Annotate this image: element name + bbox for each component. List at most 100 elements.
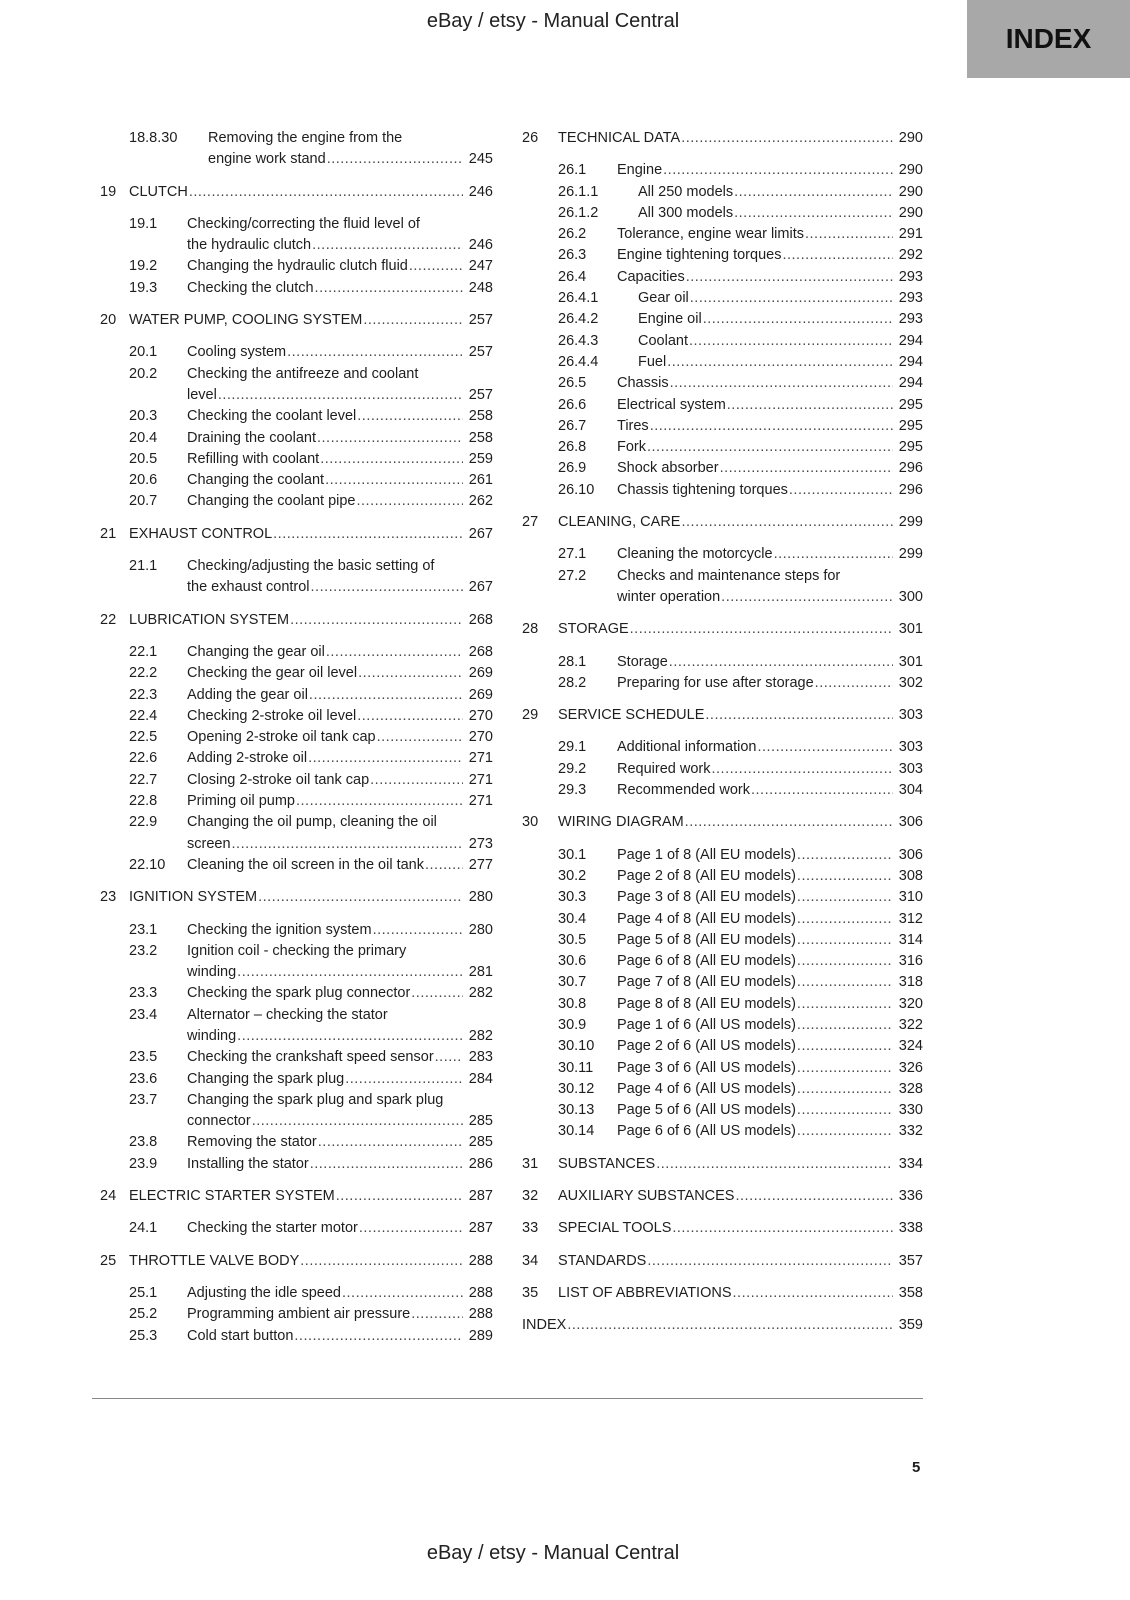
toc-entry[interactable]: 29.3 Recommended work 304 xyxy=(522,780,923,801)
toc-entry[interactable]: 29 SERVICE SCHEDULE 303 xyxy=(522,705,923,726)
toc-entry[interactable]: 30.14 Page 6 of 6 (All US models) 332 xyxy=(522,1121,923,1142)
toc-entry[interactable]: 28.1 Storage 301 xyxy=(522,652,923,673)
toc-entry[interactable]: 23.7 Changing the spark plug and spark pl… xyxy=(100,1090,493,1133)
toc-entry[interactable]: 35 LIST OF ABBREVIATIONS 358 xyxy=(522,1283,923,1304)
toc-entry[interactable]: 26.4.2 Engine oil 293 xyxy=(522,309,923,330)
toc-entry[interactable]: 30.8 Page 8 of 8 (All EU models) 320 xyxy=(522,994,923,1015)
toc-entry-number: 30.5 xyxy=(558,931,587,948)
toc-entry[interactable]: 23.8 Removing the stator 285 xyxy=(100,1132,493,1153)
toc-entry[interactable]: 20.1 Cooling system 257 xyxy=(100,342,493,363)
toc-entry[interactable]: 27.1 Cleaning the motorcycle 299 xyxy=(522,544,923,565)
toc-entry[interactable]: 23.5 Checking the crankshaft speed sensor… xyxy=(100,1047,493,1068)
toc-entry[interactable]: 27 CLEANING, CARE 299 xyxy=(522,512,923,533)
toc-entry[interactable]: 19.3 Checking the clutch 248 xyxy=(100,278,493,299)
toc-entry[interactable]: 21 EXHAUST CONTROL 267 xyxy=(100,524,493,545)
toc-entry[interactable]: 23.3 Checking the spark plug connector 282 xyxy=(100,983,493,1004)
toc-entry[interactable]: 26.1.2 All 300 models 290 xyxy=(522,203,923,224)
toc-entry[interactable]: 26.4.1 Gear oil 293 xyxy=(522,288,923,309)
toc-entry[interactable]: 25 THROTTLE VALVE BODY 288 xyxy=(100,1251,493,1272)
toc-entry[interactable]: 23 IGNITION SYSTEM 280 xyxy=(100,887,493,908)
toc-entry[interactable]: 19.1 Checking/correcting the fluid level … xyxy=(100,214,493,257)
toc-entry[interactable]: 19.2 Changing the hydraulic clutch fluid 2… xyxy=(100,256,493,277)
toc-entry[interactable]: 23.2 Ignition coil - checking the primary… xyxy=(100,941,493,984)
toc-entry[interactable]: 20 WATER PUMP, COOLING SYSTEM 257 xyxy=(100,310,493,331)
toc-entry-title: Refilling with coolant xyxy=(187,450,320,467)
toc-entry[interactable]: 28 STORAGE 301 xyxy=(522,619,923,640)
toc-entry-title: Page 4 of 8 (All EU models) xyxy=(617,910,796,927)
toc-entry[interactable]: 21.1 Checking/adjusting the basic setting… xyxy=(100,556,493,599)
toc-entry[interactable]: 24.1 Checking the starter motor 287 xyxy=(100,1218,493,1239)
toc-entry[interactable]: 30 WIRING DIAGRAM 306 xyxy=(522,812,923,833)
toc-entry[interactable]: 26.10 Chassis tightening torques 296 xyxy=(522,480,923,501)
toc-entry[interactable]: 28.2 Preparing for use after storage 302 xyxy=(522,673,923,694)
toc-entry[interactable]: 32 AUXILIARY SUBSTANCES 336 xyxy=(522,1186,923,1207)
toc-entry[interactable]: 26.2 Tolerance, engine wear limits 291 xyxy=(522,224,923,245)
toc-entry[interactable]: 25.1 Adjusting the idle speed 288 xyxy=(100,1283,493,1304)
toc-entry[interactable]: 29.1 Additional information 303 xyxy=(522,737,923,758)
toc-entry[interactable]: 29.2 Required work 303 xyxy=(522,759,923,780)
toc-entry[interactable]: 26.3 Engine tightening torques 292 xyxy=(522,245,923,266)
toc-entry[interactable]: 30.10 Page 2 of 6 (All US models) 324 xyxy=(522,1036,923,1057)
toc-entry[interactable]: 30.6 Page 6 of 8 (All EU models) 316 xyxy=(522,951,923,972)
dot-leader xyxy=(300,1251,463,1272)
toc-entry[interactable]: 25.3 Cold start button 289 xyxy=(100,1326,493,1347)
toc-entry-page: 270 xyxy=(468,707,493,724)
toc-entry[interactable]: 26.4.3 Coolant 294 xyxy=(522,331,923,352)
toc-entry[interactable]: 22.4 Checking 2-stroke oil level 270 xyxy=(100,706,493,727)
toc-entry[interactable]: 22 LUBRICATION SYSTEM 268 xyxy=(100,610,493,631)
toc-entry[interactable]: 20.5 Refilling with coolant 259 xyxy=(100,449,493,470)
toc-entry[interactable]: 27.2 Checks and maintenance steps for wint… xyxy=(522,566,923,609)
toc-entry[interactable]: 26.4 Capacities 293 xyxy=(522,267,923,288)
toc-entry[interactable]: INDEX 359 xyxy=(522,1315,923,1336)
toc-entry[interactable]: 30.1 Page 1 of 8 (All EU models) 306 xyxy=(522,845,923,866)
toc-entry[interactable]: 20.6 Changing the coolant 261 xyxy=(100,470,493,491)
toc-entry[interactable]: 22.7 Closing 2-stroke oil tank cap 271 xyxy=(100,770,493,791)
toc-entry[interactable]: 20.4 Draining the coolant 258 xyxy=(100,428,493,449)
toc-entry[interactable]: 30.13 Page 5 of 6 (All US models) 330 xyxy=(522,1100,923,1121)
toc-entry[interactable]: 30.3 Page 3 of 8 (All EU models) 310 xyxy=(522,887,923,908)
toc-entry[interactable]: 23.1 Checking the ignition system 280 xyxy=(100,920,493,941)
toc-entry[interactable]: 34 STANDARDS 357 xyxy=(522,1251,923,1272)
toc-entry[interactable]: 25.2 Programming ambient air pressure 288 xyxy=(100,1304,493,1325)
toc-entry-number: 25 xyxy=(100,1252,117,1269)
toc-entry[interactable]: 23.9 Installing the stator 286 xyxy=(100,1154,493,1175)
toc-entry[interactable]: 30.7 Page 7 of 8 (All EU models) 318 xyxy=(522,972,923,993)
toc-entry[interactable]: 18.8.30 Removing the engine from the engin… xyxy=(100,128,493,171)
toc-entry[interactable]: 26 TECHNICAL DATA 290 xyxy=(522,128,923,149)
toc-entry-number: 23 xyxy=(100,889,117,906)
toc-entry-page: 291 xyxy=(898,226,923,243)
toc-entry[interactable]: 31 SUBSTANCES 334 xyxy=(522,1154,923,1175)
toc-entry[interactable]: 19 CLUTCH 246 xyxy=(100,182,493,203)
toc-entry[interactable]: 22.10 Cleaning the oil screen in the oil … xyxy=(100,855,493,876)
toc-entry[interactable]: 26.6 Electrical system 295 xyxy=(522,395,923,416)
toc-entry[interactable]: 22.3 Adding the gear oil 269 xyxy=(100,685,493,706)
toc-entry[interactable]: 30.12 Page 4 of 6 (All US models) 328 xyxy=(522,1079,923,1100)
toc-entry[interactable]: 30.9 Page 1 of 6 (All US models) 322 xyxy=(522,1015,923,1036)
toc-entry[interactable]: 30.11 Page 3 of 6 (All US models) 326 xyxy=(522,1058,923,1079)
toc-entry[interactable]: 22.9 Changing the oil pump, cleaning the … xyxy=(100,812,493,855)
toc-entry[interactable]: 26.4.4 Fuel 294 xyxy=(522,352,923,373)
toc-entry[interactable]: 22.5 Opening 2-stroke oil tank cap 270 xyxy=(100,727,493,748)
toc-entry[interactable]: 24 ELECTRIC STARTER SYSTEM 287 xyxy=(100,1186,493,1207)
toc-entry[interactable]: 22.6 Adding 2-stroke oil 271 xyxy=(100,748,493,769)
toc-entry[interactable]: 23.4 Alternator – checking the stator wind… xyxy=(100,1005,493,1048)
toc-entry[interactable]: 26.9 Shock absorber 296 xyxy=(522,458,923,479)
index-tab[interactable]: INDEX xyxy=(967,0,1130,78)
toc-entry[interactable]: 26.7 Tires 295 xyxy=(522,416,923,437)
toc-entry[interactable]: 26.1.1 All 250 models 290 xyxy=(522,182,923,203)
toc-entry[interactable]: 20.2 Checking the antifreeze and coolant l… xyxy=(100,364,493,407)
toc-entry[interactable]: 22.8 Priming oil pump 271 xyxy=(100,791,493,812)
toc-entry[interactable]: 20.3 Checking the coolant level 258 xyxy=(100,406,493,427)
toc-entry[interactable]: 30.2 Page 2 of 8 (All EU models) 308 xyxy=(522,866,923,887)
toc-entry[interactable]: 26.1 Engine 290 xyxy=(522,160,923,181)
toc-entry[interactable]: 22.2 Checking the gear oil level 269 xyxy=(100,663,493,684)
toc-entry[interactable]: 33 SPECIAL TOOLS 338 xyxy=(522,1218,923,1239)
toc-entry-title: SERVICE SCHEDULE xyxy=(558,707,705,724)
toc-entry[interactable]: 20.7 Changing the coolant pipe 262 xyxy=(100,491,493,512)
toc-entry[interactable]: 23.6 Changing the spark plug 284 xyxy=(100,1069,493,1090)
toc-entry[interactable]: 30.4 Page 4 of 8 (All EU models) 312 xyxy=(522,909,923,930)
toc-entry[interactable]: 26.8 Fork 295 xyxy=(522,437,923,458)
toc-entry[interactable]: 26.5 Chassis 294 xyxy=(522,373,923,394)
toc-entry[interactable]: 30.5 Page 5 of 8 (All EU models) 314 xyxy=(522,930,923,951)
toc-entry[interactable]: 22.1 Changing the gear oil 268 xyxy=(100,642,493,663)
